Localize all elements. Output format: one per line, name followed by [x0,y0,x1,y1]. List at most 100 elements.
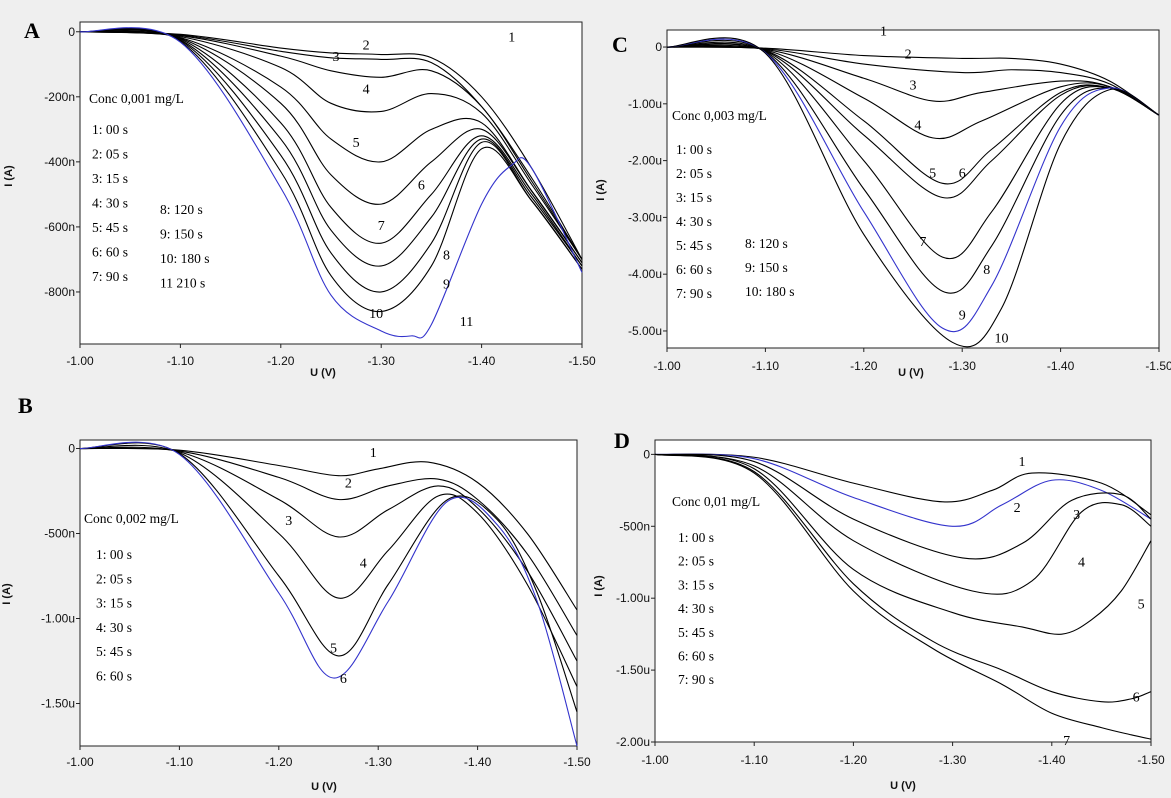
curve-label: 5 [330,642,337,657]
y-tick-label: 0 [68,442,75,456]
series-line-4 [666,44,1160,140]
y-tick-label: 0 [655,40,662,54]
x-tick-label: -1.30 [949,359,977,373]
x-tick-label: -1.10 [752,359,780,373]
curve-label: 1 [880,25,887,40]
y-tick-label: -2.00u [628,154,662,168]
series-line-9 [666,38,1160,333]
x-axis-label: U (V) [310,367,336,379]
series-line-2 [79,31,583,260]
legend-entry: 5: 45 s [96,644,132,659]
series-line-5 [79,442,578,713]
legend-title: Conc 0,01 mg/L [672,494,760,509]
x-tick-label: -1.10 [167,354,195,368]
x-tick-label: -1.20 [840,753,868,767]
chart-svg: A -1.00 -1.10 -1.20 -1.30 -1.40 -1.50 0 -200n -40… [3,18,596,379]
curve-label: 3 [285,514,292,529]
series-line-4 [79,444,578,687]
legend-entry: 10: 180 s [160,251,210,266]
legend-entry: 11 210 s [160,276,205,291]
x-axis-label: U (V) [898,367,924,379]
series-line-4 [654,453,1152,595]
y-tick-label: -4.00u [628,267,662,281]
legend-entry: 1: 00 s [678,530,714,545]
y-axis-label: I (A) [1,583,13,605]
x-tick-label: -1.00 [653,359,681,373]
series-line-6 [79,441,578,747]
y-tick-label: -1.00u [616,591,650,605]
series-line-10 [666,37,1160,348]
legend-entry: 3: 15 s [92,171,128,186]
legend-entry: 2: 05 s [96,571,132,586]
x-tick-label: -1.50 [1145,359,1171,373]
curve-label: 1 [508,31,515,46]
curve-label: 2 [345,477,352,492]
y-tick-label: -5.00u [628,324,662,338]
y-tick-label: -500n [619,519,650,533]
legend-entry: 8: 120 s [160,202,203,217]
legend-entry: 2: 05 s [678,554,714,569]
series-line-2 [666,46,1160,116]
series-line-6 [654,453,1152,703]
series-line-3 [666,45,1160,116]
y-tick-label: -1.50u [616,663,650,677]
series-line-8 [79,29,583,267]
curve-label: 2 [1014,501,1021,516]
y-tick-label: -1.50u [41,697,75,711]
legend-entry: 1: 00 s [92,122,128,137]
curve-label: 5 [353,136,360,151]
x-tick-label: -1.30 [365,755,393,769]
legend-entry: 6: 60 s [92,245,128,260]
legend-entry: 5: 45 s [678,625,714,640]
legend-entry: 4: 30 s [676,214,712,229]
curve-label: 3 [1073,508,1080,523]
y-tick-label: -3.00u [628,210,662,224]
legend-entry: 10: 180 s [745,284,795,299]
y-tick-label: 0 [68,25,75,39]
series-line-1 [666,46,1160,116]
y-tick-label: -600n [44,220,75,234]
series-line-9 [79,28,583,293]
curve-label: 6 [340,672,347,687]
series-line-1 [79,31,583,260]
curve-label: 7 [378,219,385,234]
curve-label: 9 [959,309,966,324]
y-tick-label: -1.00u [41,612,75,626]
curve-label: 7 [919,235,926,250]
curve-label: 9 [443,278,450,293]
chart-svg: C -1.00 -1.10 -1.20 -1.30 -1.40 -1.50 0 -1.00u -2… [595,25,1171,379]
y-tick-label: -1.00u [628,97,662,111]
x-tick-label: -1.10 [741,753,769,767]
legend-entry: 7: 90 s [676,286,712,301]
legend-entry: 9: 150 s [745,260,788,275]
curve-label: 7 [1063,734,1070,749]
legend-entry: 3: 15 s [678,577,714,592]
curve-label: 2 [363,39,370,54]
legend-entry: 6: 60 s [678,649,714,664]
legend-entry: 6: 60 s [96,669,132,684]
series-line-1 [79,447,578,611]
y-tick-label: 0 [643,447,650,461]
x-tick-label: -1.40 [1047,359,1075,373]
legend-entry: 6: 60 s [676,262,712,277]
x-tick-label: -1.00 [66,354,94,368]
legend-entry: 5: 45 s [92,220,128,235]
legend-entry: 1: 00 s [96,547,132,562]
legend-entry: 1: 00 s [676,142,712,157]
curve-label: 6 [418,179,425,194]
y-axis-label: I (A) [593,575,605,597]
series-line-10 [79,27,583,313]
chart-panel-c: C -1.00 -1.10 -1.20 -1.30 -1.40 -1.50 0 -1.00u -2… [590,0,1171,380]
curve-label: 6 [959,167,966,182]
series-line-1 [654,453,1152,516]
y-tick-label: -200n [44,90,75,104]
x-tick-label: -1.00 [641,753,669,767]
x-tick-label: -1.00 [66,755,94,769]
x-tick-label: -1.20 [267,354,295,368]
plot-area [79,21,583,345]
legend-title: Conc 0,003 mg/L [672,108,767,123]
legend-entry: 5: 45 s [676,238,712,253]
curve-label: 5 [929,167,936,182]
x-tick-label: -1.40 [1038,753,1066,767]
x-tick-label: -1.20 [850,359,878,373]
